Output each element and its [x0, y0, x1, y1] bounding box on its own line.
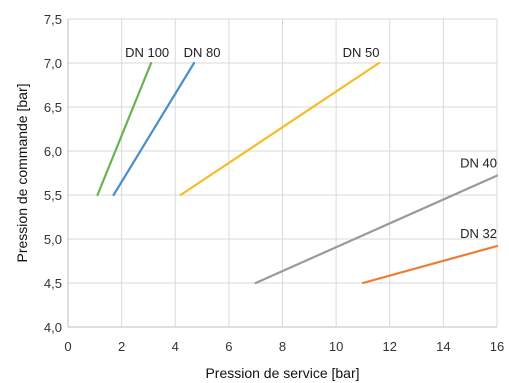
series-line-dn-80 [112, 61, 196, 197]
x-tick-label: 10 [329, 339, 343, 354]
y-tick-label: 6,5 [44, 100, 62, 115]
series-lines [96, 61, 499, 285]
series-label-dn-50: DN 50 [343, 45, 380, 60]
series-label-dn-32: DN 32 [460, 226, 497, 241]
series-label-dn-40: DN 40 [460, 156, 497, 171]
series-labels: DN 100 DN 80 DN 50 DN 40 DN 32 [125, 45, 497, 241]
x-tick-label: 2 [118, 339, 125, 354]
x-tick-label: 16 [490, 339, 504, 354]
series-label-dn-80: DN 80 [184, 45, 221, 60]
axes: 0 2 4 6 8 10 12 14 16 4,0 4,5 5,0 5,5 6,0 6,5 7,0 7,5 [44, 12, 504, 354]
y-axis-title: Pression de commande [bar] [14, 84, 30, 263]
y-tick-label: 7,5 [44, 12, 62, 27]
y-tick-label: 4,0 [44, 320, 62, 335]
series-line-dn-100 [96, 61, 153, 197]
series-line-dn-50 [179, 61, 381, 197]
series-line-dn-40 [254, 174, 499, 285]
x-tick-label: 8 [279, 339, 286, 354]
y-tick-label: 6,0 [44, 144, 62, 159]
x-tick-label: 12 [383, 339, 397, 354]
x-axis-title: Pression de service [bar] [205, 365, 359, 381]
y-tick-label: 5,0 [44, 232, 62, 247]
x-tick-label: 6 [225, 339, 232, 354]
grid [67, 18, 498, 328]
y-tick-label: 7,0 [44, 56, 62, 71]
y-tick-label: 4,5 [44, 276, 62, 291]
x-tick-label: 0 [64, 339, 71, 354]
series-label-dn-100: DN 100 [125, 45, 169, 60]
x-tick-label: 4 [172, 339, 179, 354]
y-tick-label: 5,5 [44, 188, 62, 203]
series-line-dn-32 [361, 244, 499, 285]
x-tick-label: 14 [436, 339, 450, 354]
